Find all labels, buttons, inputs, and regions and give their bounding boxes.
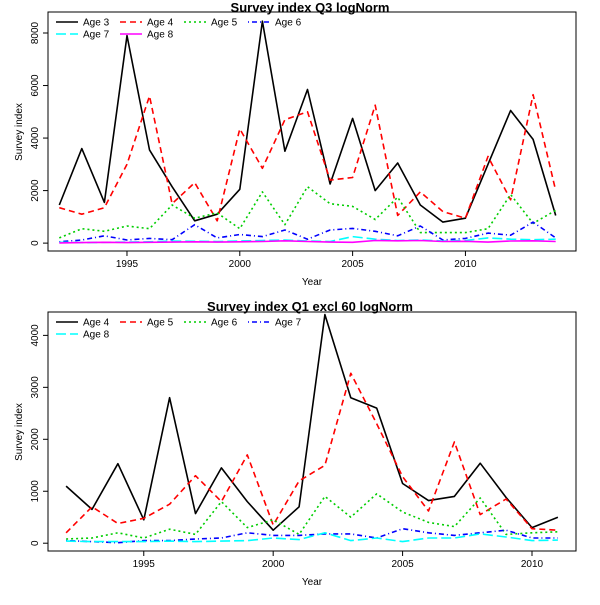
x-tick-label: 2005 xyxy=(391,559,414,570)
x-tick-label: 1995 xyxy=(116,259,139,270)
x-tick-label: 2010 xyxy=(454,259,477,270)
y-axis-label: Survey index xyxy=(14,103,25,161)
series-line-age-5 xyxy=(65,372,558,534)
x-axis-label: Year xyxy=(302,577,323,588)
series-line-age-4 xyxy=(59,93,557,222)
y-axis-label: Survey index xyxy=(14,403,25,461)
legend-entry: Age 8 xyxy=(83,330,110,341)
legend-entry: Age 5 xyxy=(211,18,238,29)
plot-frame xyxy=(47,11,577,252)
legend-entry: Age 6 xyxy=(211,318,238,329)
y-tick-label: 2000 xyxy=(30,428,41,451)
plot-frame xyxy=(47,311,577,552)
y-tick-label: 3000 xyxy=(30,376,41,399)
series-line-age-3 xyxy=(58,20,557,223)
y-tick-label: 1000 xyxy=(30,480,41,503)
y-tick-label: 8000 xyxy=(30,21,41,44)
series-line-age-6 xyxy=(59,221,557,243)
series-line-age-4 xyxy=(65,313,559,532)
y-tick-label: 0 xyxy=(30,240,41,246)
series-line-age-7 xyxy=(66,527,558,544)
legend-entry: Age 4 xyxy=(147,18,174,29)
x-tick-label: 2005 xyxy=(341,259,364,270)
panel-q1: Survey index Q1 excl 60 logNorm Year Sur… xyxy=(14,299,577,588)
series-line-age-6 xyxy=(66,492,558,540)
x-tick-label: 1995 xyxy=(133,559,156,570)
series-line-age-5 xyxy=(58,185,557,239)
chart-title: Survey index Q3 logNorm xyxy=(231,0,390,15)
x-axis-label: Year xyxy=(302,277,323,288)
legend-entry: Age 4 xyxy=(83,318,110,329)
x-tick-label: 2010 xyxy=(521,559,544,570)
y-tick-label: 6000 xyxy=(30,74,41,97)
panel-q3: Survey index Q3 logNorm Year Survey inde… xyxy=(14,0,577,288)
legend-entry: Age 5 xyxy=(147,318,174,329)
legend-entry: Age 8 xyxy=(147,30,174,41)
chart-title: Survey index Q1 excl 60 logNorm xyxy=(207,299,413,314)
legend-entry: Age 6 xyxy=(275,18,302,29)
y-tick-label: 4000 xyxy=(30,127,41,150)
x-tick-label: 2000 xyxy=(262,559,285,570)
y-tick-label: 4000 xyxy=(30,324,41,347)
legend-entry: Age 3 xyxy=(83,18,110,29)
series-line-age-8 xyxy=(66,531,558,543)
legend-entry: Age 7 xyxy=(275,318,302,329)
series-line-age-7 xyxy=(59,235,556,244)
y-tick-label: 0 xyxy=(30,540,41,546)
y-tick-label: 2000 xyxy=(30,179,41,202)
x-tick-label: 2000 xyxy=(229,259,252,270)
legend-entry: Age 7 xyxy=(83,30,110,41)
series-line-age-8 xyxy=(59,239,556,244)
